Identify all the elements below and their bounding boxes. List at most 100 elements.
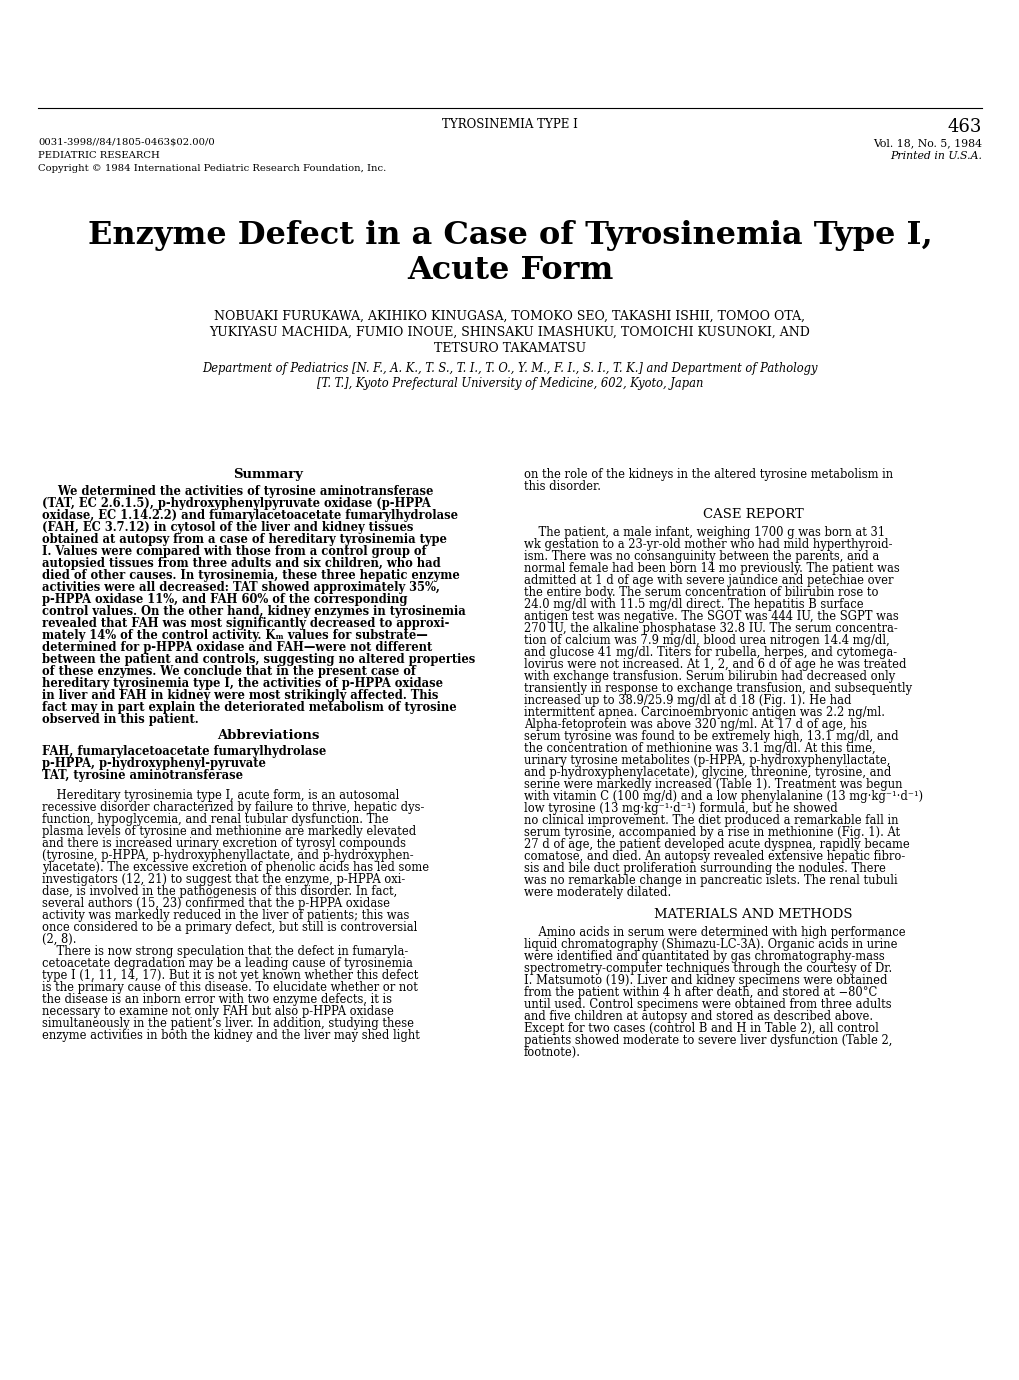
Text: observed in this patient.: observed in this patient. [42, 713, 199, 726]
Text: NOBUAKI FURUKAWA, AKIHIKO KINUGASA, TOMOKO SEO, TAKASHI ISHII, TOMOO OTA,: NOBUAKI FURUKAWA, AKIHIKO KINUGASA, TOMO… [214, 310, 805, 323]
Text: cetoacetate degradation may be a leading cause of tyrosinemia: cetoacetate degradation may be a leading… [42, 956, 413, 970]
Text: footnote).: footnote). [524, 1046, 581, 1058]
Text: patients showed moderate to severe liver dysfunction (Table 2,: patients showed moderate to severe liver… [524, 1034, 892, 1047]
Text: obtained at autopsy from a case of hereditary tyrosinemia type: obtained at autopsy from a case of hered… [42, 533, 446, 546]
Text: were identified and quantitated by gas chromatography-mass: were identified and quantitated by gas c… [524, 949, 883, 963]
Text: and five children at autopsy and stored as described above.: and five children at autopsy and stored … [524, 1010, 872, 1023]
Text: and glucose 41 mg/dl. Titers for rubella, herpes, and cytomega-: and glucose 41 mg/dl. Titers for rubella… [524, 646, 897, 660]
Text: between the patient and controls, suggesting no altered properties: between the patient and controls, sugges… [42, 653, 475, 667]
Text: the disease is an inborn error with two enzyme defects, it is: the disease is an inborn error with two … [42, 994, 391, 1006]
Text: Printed in U.S.A.: Printed in U.S.A. [890, 150, 981, 161]
Text: Abbreviations: Abbreviations [217, 729, 319, 742]
Text: serum tyrosine was found to be extremely high, 13.1 mg/dl, and: serum tyrosine was found to be extremely… [524, 730, 898, 742]
Text: 27 d of age, the patient developed acute dyspnea, rapidly became: 27 d of age, the patient developed acute… [524, 838, 909, 851]
Text: control values. On the other hand, kidney enzymes in tyrosinemia: control values. On the other hand, kidne… [42, 604, 466, 618]
Text: 463: 463 [947, 119, 981, 137]
Text: tion of calcium was 7.9 mg/dl, blood urea nitrogen 14.4 mg/dl,: tion of calcium was 7.9 mg/dl, blood ure… [524, 633, 889, 647]
Text: function, hypoglycemia, and renal tubular dysfunction. The: function, hypoglycemia, and renal tubula… [42, 813, 388, 827]
Text: and there is increased urinary excretion of tyrosyl compounds: and there is increased urinary excretion… [42, 838, 406, 850]
Text: Hereditary tyrosinemia type I, acute form, is an autosomal: Hereditary tyrosinemia type I, acute for… [42, 789, 399, 802]
Text: once considered to be a primary defect, but still is controversial: once considered to be a primary defect, … [42, 920, 417, 934]
Text: of these enzymes. We conclude that in the present case of: of these enzymes. We conclude that in th… [42, 665, 416, 678]
Text: liquid chromatography (Shimazu-LC-3A). Organic acids in urine: liquid chromatography (Shimazu-LC-3A). O… [524, 938, 897, 951]
Text: ylacetate). The excessive excretion of phenolic acids has led some: ylacetate). The excessive excretion of p… [42, 861, 429, 874]
Text: p-HPPA, p-hydroxyphenyl-pyruvate: p-HPPA, p-hydroxyphenyl-pyruvate [42, 758, 266, 770]
Text: Alpha-fetoprotein was above 320 ng/ml. At 17 d of age, his: Alpha-fetoprotein was above 320 ng/ml. A… [524, 718, 866, 731]
Text: is the primary cause of this disease. To elucidate whether or not: is the primary cause of this disease. To… [42, 981, 418, 994]
Text: Vol. 18, No. 5, 1984: Vol. 18, No. 5, 1984 [872, 138, 981, 148]
Text: 0031-3998//84/1805-0463$02.00/0: 0031-3998//84/1805-0463$02.00/0 [38, 138, 215, 148]
Text: autopsied tissues from three adults and six children, who had: autopsied tissues from three adults and … [42, 558, 440, 570]
Text: with vitamin C (100 mg/d) and a low phenylalanine (13 mg·kg⁻¹·d⁻¹): with vitamin C (100 mg/d) and a low phen… [524, 789, 922, 803]
Text: oxidase, EC 1.14.2.2) and fumarylacetoacetate fumarylhydrolase: oxidase, EC 1.14.2.2) and fumarylacetoac… [42, 509, 458, 522]
Text: TETSURO TAKAMATSU: TETSURO TAKAMATSU [433, 342, 586, 355]
Text: plasma levels of tyrosine and methionine are markedly elevated: plasma levels of tyrosine and methionine… [42, 825, 416, 838]
Text: were moderately dilated.: were moderately dilated. [524, 886, 671, 898]
Text: increased up to 38.9/25.9 mg/dl at d 18 (Fig. 1). He had: increased up to 38.9/25.9 mg/dl at d 18 … [524, 694, 851, 707]
Text: (TAT, EC 2.6.1.5), p-hydroxyphenylpyruvate oxidase (p-HPPA: (TAT, EC 2.6.1.5), p-hydroxyphenylpyruva… [42, 497, 430, 511]
Text: dase, is involved in the pathogenesis of this disorder. In fact,: dase, is involved in the pathogenesis of… [42, 885, 396, 898]
Text: There is now strong speculation that the defect in fumaryla-: There is now strong speculation that the… [42, 945, 408, 958]
Text: 24.0 mg/dl with 11.5 mg/dl direct. The hepatitis B surface: 24.0 mg/dl with 11.5 mg/dl direct. The h… [524, 598, 863, 611]
Text: [T. T.], Kyoto Prefectural University of Medicine, 602, Kyoto, Japan: [T. T.], Kyoto Prefectural University of… [317, 377, 702, 391]
Text: Summary: Summary [232, 468, 303, 482]
Text: fact may in part explain the deteriorated metabolism of tyrosine: fact may in part explain the deteriorate… [42, 701, 457, 713]
Text: Amino acids in serum were determined with high performance: Amino acids in serum were determined wit… [524, 926, 905, 938]
Text: admitted at 1 d of age with severe jaundice and petechiae over: admitted at 1 d of age with severe jaund… [524, 574, 893, 586]
Text: Copyright © 1984 International Pediatric Research Foundation, Inc.: Copyright © 1984 International Pediatric… [38, 164, 386, 172]
Text: investigators (12, 21) to suggest that the enzyme, p-HPPA oxi-: investigators (12, 21) to suggest that t… [42, 874, 405, 886]
Text: recessive disorder characterized by failure to thrive, hepatic dys-: recessive disorder characterized by fail… [42, 800, 424, 814]
Text: necessary to examine not only FAH but also p-HPPA oxidase: necessary to examine not only FAH but al… [42, 1005, 393, 1018]
Text: activities were all decreased: TAT showed approximately 35%,: activities were all decreased: TAT showe… [42, 581, 439, 593]
Text: until used. Control specimens were obtained from three adults: until used. Control specimens were obtai… [524, 998, 891, 1012]
Text: Acute Form: Acute Form [407, 255, 612, 286]
Text: revealed that FAH was most significantly decreased to approxi-: revealed that FAH was most significantly… [42, 617, 449, 631]
Text: the entire body. The serum concentration of bilirubin rose to: the entire body. The serum concentration… [524, 586, 877, 599]
Text: p-HPPA oxidase 11%, and FAH 60% of the corresponding: p-HPPA oxidase 11%, and FAH 60% of the c… [42, 593, 408, 606]
Text: hereditary tyrosinemia type I, the activities of p-HPPA oxidase: hereditary tyrosinemia type I, the activ… [42, 678, 442, 690]
Text: I. Values were compared with those from a control group of: I. Values were compared with those from … [42, 545, 426, 558]
Text: antigen test was negative. The SGOT was 444 IU, the SGPT was: antigen test was negative. The SGOT was … [524, 610, 898, 622]
Text: the concentration of methionine was 3.1 mg/dl. At this time,: the concentration of methionine was 3.1 … [524, 742, 874, 755]
Text: in liver and FAH in kidney were most strikingly affected. This: in liver and FAH in kidney were most str… [42, 689, 438, 702]
Text: TYROSINEMIA TYPE I: TYROSINEMIA TYPE I [441, 119, 578, 131]
Text: on the role of the kidneys in the altered tyrosine metabolism in: on the role of the kidneys in the altere… [524, 468, 893, 482]
Text: normal female had been born 14 mo previously. The patient was: normal female had been born 14 mo previo… [524, 562, 899, 575]
Text: spectrometry-computer techniques through the courtesy of Dr.: spectrometry-computer techniques through… [524, 962, 892, 976]
Text: type I (1, 11, 14, 17). But it is not yet known whether this defect: type I (1, 11, 14, 17). But it is not ye… [42, 969, 418, 983]
Text: was no remarkable change in pancreatic islets. The renal tubuli: was no remarkable change in pancreatic i… [524, 874, 897, 887]
Text: wk gestation to a 23-yr-old mother who had mild hyperthyroid-: wk gestation to a 23-yr-old mother who h… [524, 538, 892, 551]
Text: serine were markedly increased (Table 1). Treatment was begun: serine were markedly increased (Table 1)… [524, 778, 902, 791]
Text: no clinical improvement. The diet produced a remarkable fall in: no clinical improvement. The diet produc… [524, 814, 898, 827]
Text: and p-hydroxyphenylacetate), glycine, threonine, tyrosine, and: and p-hydroxyphenylacetate), glycine, th… [524, 766, 891, 778]
Text: YUKIYASU MACHIDA, FUMIO INOUE, SHINSAKU IMASHUKU, TOMOICHI KUSUNOKI, AND: YUKIYASU MACHIDA, FUMIO INOUE, SHINSAKU … [209, 326, 810, 339]
Text: determined for p-HPPA oxidase and FAH—were not different: determined for p-HPPA oxidase and FAH—we… [42, 640, 432, 654]
Text: comatose, and died. An autopsy revealed extensive hepatic fibro-: comatose, and died. An autopsy revealed … [524, 850, 905, 862]
Text: FAH, fumarylacetoacetate fumarylhydrolase: FAH, fumarylacetoacetate fumarylhydrolas… [42, 745, 326, 758]
Text: activity was markedly reduced in the liver of patients; this was: activity was markedly reduced in the liv… [42, 909, 409, 922]
Text: with exchange transfusion. Serum bilirubin had decreased only: with exchange transfusion. Serum bilirub… [524, 671, 895, 683]
Text: several authors (15, 23) confirmed that the p-HPPA oxidase: several authors (15, 23) confirmed that … [42, 897, 389, 909]
Text: (tyrosine, p-HPPA, p-hydroxyphenyllactate, and p-hydroxyphen-: (tyrosine, p-HPPA, p-hydroxyphenyllactat… [42, 849, 414, 862]
Text: this disorder.: this disorder. [524, 480, 600, 493]
Text: urinary tyrosine metabolites (p-HPPA, p-hydroxyphenyllactate,: urinary tyrosine metabolites (p-HPPA, p-… [524, 753, 890, 767]
Text: transiently in response to exchange transfusion, and subsequently: transiently in response to exchange tran… [524, 682, 911, 696]
Text: from the patient within 4 h after death, and stored at −80°C: from the patient within 4 h after death,… [524, 985, 876, 999]
Text: Department of Pediatrics [N. F., A. K., T. S., T. I., T. O., Y. M., F. I., S. I.: Department of Pediatrics [N. F., A. K., … [202, 362, 817, 375]
Text: Enzyme Defect in a Case of Tyrosinemia Type I,: Enzyme Defect in a Case of Tyrosinemia T… [88, 219, 931, 251]
Text: lovirus were not increased. At 1, 2, and 6 d of age he was treated: lovirus were not increased. At 1, 2, and… [524, 658, 906, 671]
Text: ism. There was no consanguinity between the parents, and a: ism. There was no consanguinity between … [524, 551, 878, 563]
Text: The patient, a male infant, weighing 1700 g was born at 31: The patient, a male infant, weighing 170… [524, 526, 884, 540]
Text: We determined the activities of tyrosine aminotransferase: We determined the activities of tyrosine… [42, 484, 433, 498]
Text: (FAH, EC 3.7.12) in cytosol of the liver and kidney tissues: (FAH, EC 3.7.12) in cytosol of the liver… [42, 522, 413, 534]
Text: (2, 8).: (2, 8). [42, 933, 76, 947]
Text: simultaneously in the patient’s liver. In addition, studying these: simultaneously in the patient’s liver. I… [42, 1017, 414, 1029]
Text: died of other causes. In tyrosinemia, these three hepatic enzyme: died of other causes. In tyrosinemia, th… [42, 569, 460, 582]
Text: PEDIATRIC RESEARCH: PEDIATRIC RESEARCH [38, 150, 160, 160]
Text: mately 14% of the control activity. Kₘ values for substrate—: mately 14% of the control activity. Kₘ v… [42, 629, 427, 642]
Text: CASE REPORT: CASE REPORT [702, 508, 803, 522]
Text: TAT, tyrosine aminotransferase: TAT, tyrosine aminotransferase [42, 769, 243, 782]
Text: sis and bile duct proliferation surrounding the nodules. There: sis and bile duct proliferation surround… [524, 862, 886, 875]
Text: serum tyrosine, accompanied by a rise in methionine (Fig. 1). At: serum tyrosine, accompanied by a rise in… [524, 827, 899, 839]
Text: I. Matsumoto (19). Liver and kidney specimens were obtained: I. Matsumoto (19). Liver and kidney spec… [524, 974, 887, 987]
